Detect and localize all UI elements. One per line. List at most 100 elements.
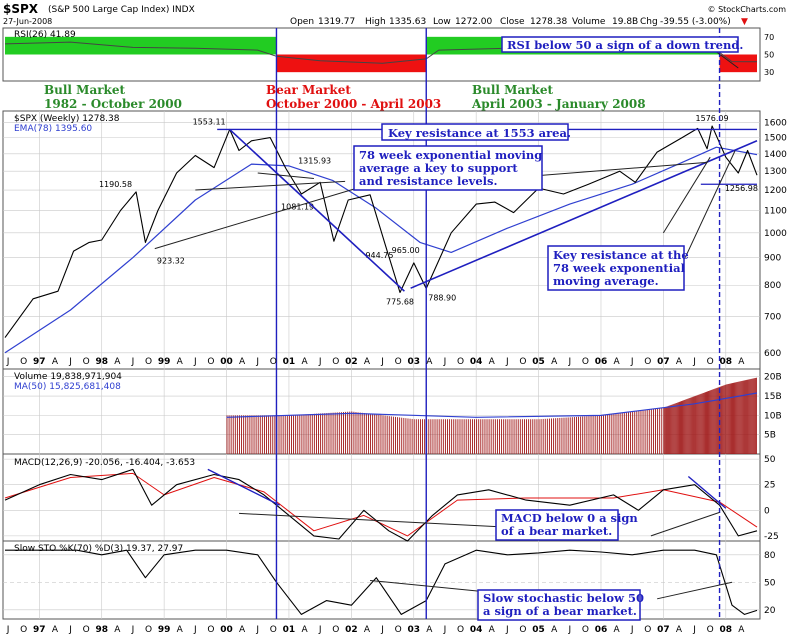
stochastic-callout-line2: a sign of a bear market. xyxy=(483,604,637,618)
ema-resistance-line2: 78 week exponential xyxy=(553,261,686,275)
volume-bar xyxy=(730,383,732,454)
volume-bar xyxy=(334,412,336,454)
price-tick-label: 1000 xyxy=(764,229,787,239)
bull-market-1-dates: 1982 - October 2000 xyxy=(44,97,182,111)
price-x-tick-label: J xyxy=(131,357,135,367)
price-x-tick-label: J xyxy=(255,357,259,367)
volume-bar xyxy=(720,386,722,454)
volume-bar xyxy=(696,395,698,454)
volume-bar xyxy=(245,415,247,454)
macd-callout-line2: of a bear market. xyxy=(501,524,612,538)
macd-callout-box xyxy=(495,509,619,541)
volume-bar xyxy=(459,419,461,454)
volume-bar xyxy=(630,411,632,454)
volume-bar xyxy=(295,414,297,454)
stochastic-pointer-line xyxy=(657,581,733,600)
stochastic-tick-label: 50 xyxy=(764,578,776,588)
macd-tick-label: 0 xyxy=(764,506,770,516)
volume-bar xyxy=(702,392,704,454)
price-x-tick-label: O xyxy=(707,357,714,367)
volume-bar xyxy=(286,415,288,454)
bottom-x-tick-label: 03 xyxy=(407,625,420,635)
stochastic-k-line xyxy=(5,549,758,615)
price-x-tick-label: 06 xyxy=(595,357,608,367)
volume-bar xyxy=(704,392,706,454)
bottom-x-tick-label: O xyxy=(395,625,402,635)
price-x-tick-label: O xyxy=(519,357,526,367)
volume-bar xyxy=(546,418,548,454)
volume-bar xyxy=(440,419,442,454)
volume-bar xyxy=(648,409,650,454)
bottom-x-tick-label: A xyxy=(676,625,683,635)
volume-tick-label: 20B xyxy=(764,373,782,383)
volume-bar xyxy=(280,415,282,454)
volume-bar xyxy=(413,419,415,454)
bottom-x-tick-label: 04 xyxy=(470,625,483,635)
volume-bar xyxy=(563,417,565,454)
volume-bar xyxy=(232,415,234,454)
price-x-tick-label: O xyxy=(207,357,214,367)
volume-bar xyxy=(706,391,707,454)
volume-bar xyxy=(447,419,448,454)
bottom-x-tick-label: A xyxy=(364,625,371,635)
volume-bar xyxy=(496,419,498,454)
volume-legend: Volume 19,838,971,904 xyxy=(14,372,122,382)
volume-bar xyxy=(551,418,552,454)
down-arrow-icon: ▼ xyxy=(741,17,748,27)
price-x-tick-label: 99 xyxy=(158,357,171,367)
bottom-x-tick-label: 06 xyxy=(595,625,608,635)
bottom-x-tick-label: O xyxy=(83,625,90,635)
volume-bar xyxy=(326,413,328,454)
bottom-x-tick-label: 98 xyxy=(95,625,108,635)
price-tick-label: 1400 xyxy=(764,150,787,160)
price-x-tick-label: A xyxy=(676,357,683,367)
volume-bar xyxy=(716,387,718,454)
volume-bar xyxy=(255,415,257,454)
volume-bar xyxy=(305,414,307,454)
volume-bar xyxy=(686,399,688,454)
volume-bar xyxy=(519,419,521,454)
price-x-tick-label: J xyxy=(692,357,696,367)
volume-bar xyxy=(322,413,324,454)
macd-legend: MACD(12,26,9) -20.056, -16.404, -3.653 xyxy=(14,458,195,468)
volume-bar xyxy=(467,419,469,454)
price-tick-label: 900 xyxy=(764,254,781,264)
volume-bar xyxy=(569,417,571,454)
volume-bar xyxy=(586,416,588,454)
price-tick-label: 1500 xyxy=(764,134,787,144)
volume-bar xyxy=(388,416,390,454)
bottom-x-tick-label: J xyxy=(193,625,197,635)
bottom-x-tick-label: 02 xyxy=(345,625,358,635)
price-x-tick-label: A xyxy=(239,357,246,367)
volume-bar xyxy=(600,415,602,454)
volume-bar xyxy=(748,379,750,454)
bottom-x-tick-label: A xyxy=(738,625,745,635)
volume-bar xyxy=(226,415,228,454)
price-x-tick-label: O xyxy=(332,357,339,367)
volume-bar xyxy=(318,413,319,454)
volume-bar xyxy=(420,419,421,454)
volume-bar xyxy=(451,419,453,454)
bottom-x-tick-label: A xyxy=(114,625,121,635)
volume-bar xyxy=(736,382,738,454)
volume-bar xyxy=(584,416,586,454)
volume-bar xyxy=(436,419,438,454)
volume-bar xyxy=(397,417,399,454)
volume-bar xyxy=(698,394,700,454)
volume-bar xyxy=(484,419,486,454)
volume-bar xyxy=(644,409,646,454)
price-point-label: 775.68 xyxy=(386,297,414,306)
volume-bar xyxy=(540,419,542,454)
volume-bar xyxy=(259,415,261,454)
open-label: Open xyxy=(290,17,314,27)
bottom-x-tick-label: 99 xyxy=(158,625,171,635)
volume-bar xyxy=(249,415,251,454)
macd-pointer-line xyxy=(650,511,720,537)
bear-market-label: Bear Market xyxy=(266,83,351,97)
volume-bar xyxy=(694,396,696,454)
bear-market-dates: October 2000 - April 2003 xyxy=(266,97,441,111)
volume-bar xyxy=(729,383,731,454)
volume-bar xyxy=(603,415,604,454)
bottom-x-tick-label: J xyxy=(6,625,10,635)
volume-bar xyxy=(665,406,667,454)
